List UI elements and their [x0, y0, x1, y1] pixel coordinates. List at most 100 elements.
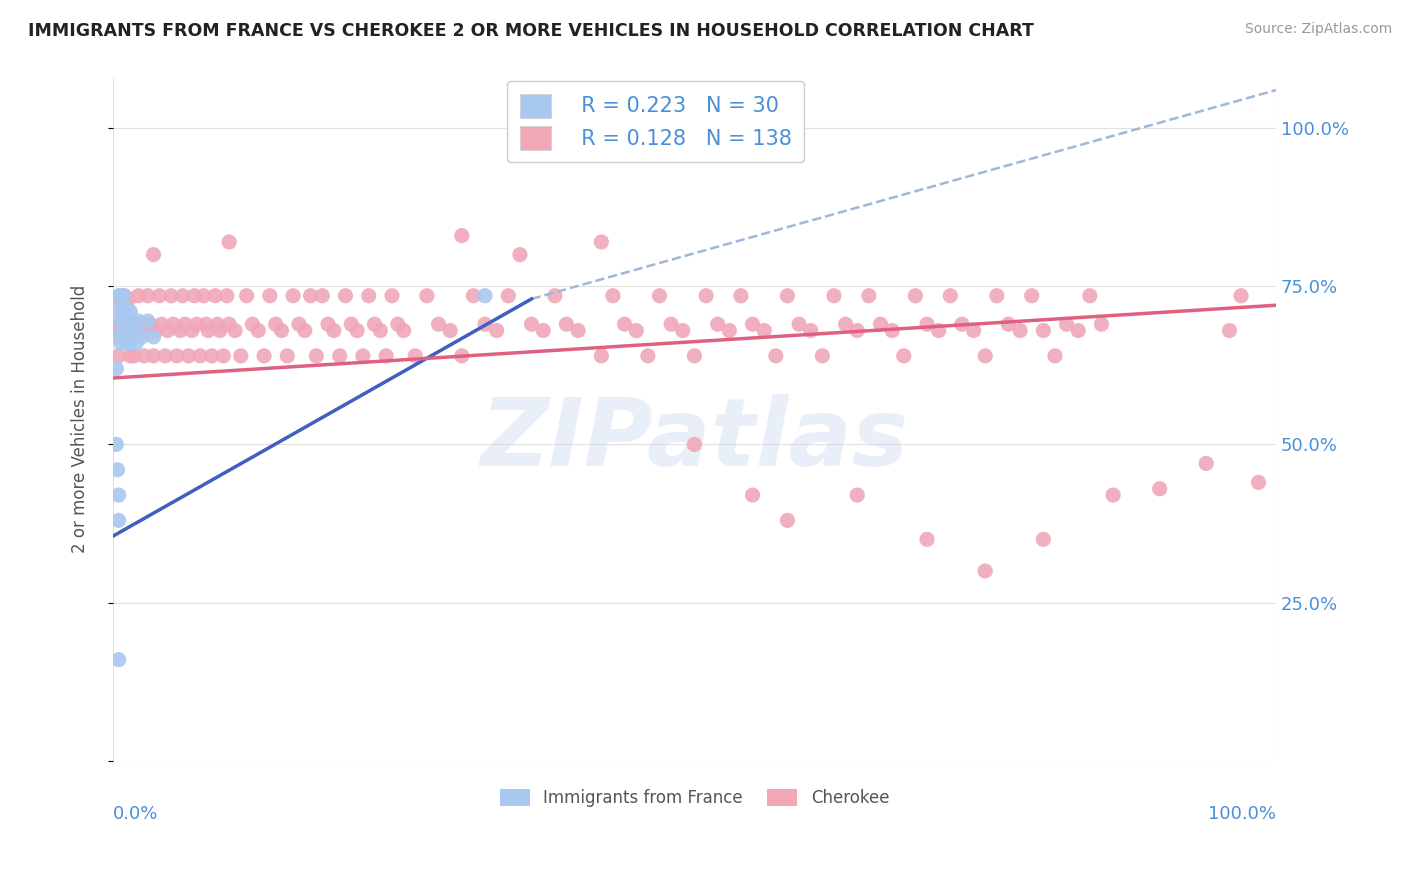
Point: [136, 289, 159, 303]
Point: [1010, 324, 1032, 338]
Point: [776, 289, 799, 303]
Point: [264, 317, 287, 331]
Point: [224, 324, 246, 338]
Point: [121, 314, 143, 328]
Point: [107, 304, 129, 318]
Point: [131, 317, 153, 331]
Point: [474, 317, 496, 331]
Point: [787, 317, 810, 331]
Point: [117, 324, 139, 338]
Point: [162, 317, 184, 331]
Point: [1247, 475, 1270, 490]
Point: [107, 289, 129, 303]
Point: [305, 349, 328, 363]
Point: [311, 289, 333, 303]
Point: [1218, 324, 1240, 338]
Point: [111, 292, 134, 306]
Point: [247, 324, 270, 338]
Point: [591, 235, 613, 249]
Point: [122, 324, 145, 338]
Point: [754, 324, 776, 338]
Point: [637, 349, 659, 363]
Point: [114, 292, 136, 306]
Point: [125, 336, 148, 351]
Point: [387, 317, 409, 331]
Point: [915, 317, 938, 331]
Point: [215, 289, 238, 303]
Point: [108, 289, 131, 303]
Point: [105, 361, 128, 376]
Point: [208, 324, 231, 338]
Point: [110, 324, 132, 338]
Point: [120, 304, 142, 318]
Point: [463, 289, 485, 303]
Point: [299, 289, 322, 303]
Point: [204, 289, 226, 303]
Point: [169, 324, 191, 338]
Point: [114, 333, 136, 347]
Point: [811, 349, 834, 363]
Point: [134, 349, 156, 363]
Point: [212, 349, 235, 363]
Point: [893, 349, 915, 363]
Point: [520, 317, 543, 331]
Point: [602, 289, 624, 303]
Point: [201, 349, 224, 363]
Point: [127, 314, 149, 328]
Point: [381, 289, 404, 303]
Point: [1078, 289, 1101, 303]
Point: [186, 317, 208, 331]
Point: [427, 317, 450, 331]
Point: [111, 324, 134, 338]
Point: [142, 330, 165, 344]
Point: [346, 324, 368, 338]
Point: [108, 289, 131, 303]
Point: [131, 330, 153, 344]
Point: [591, 349, 613, 363]
Point: [276, 349, 298, 363]
Point: [672, 324, 695, 338]
Point: [613, 317, 636, 331]
Point: [329, 349, 352, 363]
Point: [316, 317, 339, 331]
Point: [105, 324, 128, 338]
Point: [183, 289, 205, 303]
Point: [718, 324, 741, 338]
Point: [1090, 317, 1112, 331]
Point: [270, 324, 292, 338]
Point: [776, 513, 799, 527]
Point: [197, 324, 219, 338]
Point: [498, 289, 520, 303]
Point: [218, 317, 240, 331]
Point: [114, 324, 136, 338]
Point: [741, 317, 763, 331]
Point: [115, 314, 138, 328]
Point: [107, 513, 129, 527]
Point: [120, 349, 142, 363]
Point: [1032, 324, 1054, 338]
Point: [974, 564, 997, 578]
Point: [121, 324, 143, 338]
Point: [188, 349, 211, 363]
Point: [1067, 324, 1090, 338]
Point: [125, 317, 148, 331]
Point: [375, 349, 398, 363]
Point: [122, 349, 145, 363]
Point: [363, 317, 385, 331]
Point: [322, 324, 344, 338]
Point: [834, 317, 856, 331]
Point: [114, 304, 136, 318]
Point: [1032, 533, 1054, 547]
Point: [288, 317, 311, 331]
Point: [153, 349, 176, 363]
Point: [962, 324, 984, 338]
Point: [800, 324, 823, 338]
Point: [181, 324, 204, 338]
Point: [259, 289, 281, 303]
Point: [1230, 289, 1253, 303]
Point: [474, 289, 496, 303]
Point: [112, 289, 135, 303]
Point: [450, 349, 472, 363]
Point: [741, 488, 763, 502]
Point: [107, 330, 129, 344]
